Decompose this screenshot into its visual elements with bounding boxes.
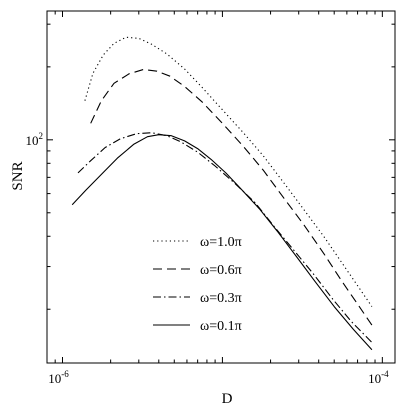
x-axis-label: D <box>222 391 233 407</box>
legend-label-1: ω=1.0π <box>200 235 242 250</box>
legend-label-3: ω=0.3π <box>200 291 242 306</box>
series-line-3 <box>77 132 373 343</box>
legend-label-2: ω=0.6π <box>200 263 242 278</box>
y-axis: 102 <box>26 23 395 310</box>
legend: ω=1.0π ω=0.6π ω=0.3π ω=0.1π <box>153 235 242 334</box>
series-layer <box>71 36 373 351</box>
series-line-2 <box>90 68 373 326</box>
legend-label-4: ω=0.1π <box>200 319 242 334</box>
x-tick-label: 10-4 <box>368 369 389 386</box>
plot-frame <box>46 10 396 364</box>
series-line-1 <box>84 36 373 307</box>
plot-area <box>46 10 396 364</box>
y-tick-label: 102 <box>26 131 44 148</box>
y-axis-label: SNR <box>10 161 26 190</box>
x-tick-label: 10-6 <box>48 369 69 386</box>
x-axis: 10-6 10-4 <box>46 11 389 386</box>
series-line-4 <box>71 134 373 351</box>
